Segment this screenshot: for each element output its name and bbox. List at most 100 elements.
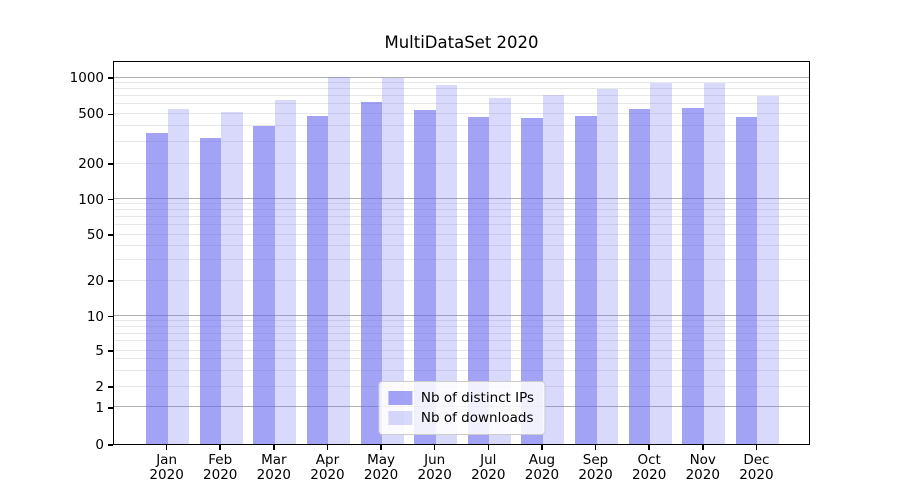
legend-item: Nb of downloads — [387, 408, 534, 428]
x-tick-month: Apr — [315, 452, 340, 468]
y-tick-mark — [108, 113, 113, 116]
y-tick-mark — [108, 280, 113, 282]
gridline — [114, 112, 809, 114]
chart-title: MultiDataSet 2020 — [384, 33, 539, 52]
x-tick-label: Feb 2020 — [188, 453, 252, 483]
x-tick-mark — [594, 445, 597, 450]
x-tick-month: Dec — [743, 452, 770, 468]
x-tick-mark — [219, 445, 221, 450]
gridline — [114, 216, 809, 218]
x-tick-year: 2020 — [363, 467, 399, 483]
x-tick-year: 2020 — [631, 467, 667, 483]
x-tick-year: 2020 — [685, 467, 720, 483]
legend-swatch — [387, 411, 412, 425]
bar-distinct-ips — [575, 115, 597, 444]
x-tick-mark — [648, 445, 650, 450]
legend: Nb of distinct IPs Nb of downloads — [377, 381, 546, 435]
x-tick-label: Aug 2020 — [510, 453, 574, 483]
legend-swatch — [387, 391, 412, 405]
x-tick-year: 2020 — [417, 467, 452, 483]
x-tick-label: Jun 2020 — [403, 453, 467, 483]
gridline — [114, 203, 809, 205]
gridline — [114, 315, 809, 317]
x-tick-mark — [755, 445, 758, 450]
x-tick-month: Jan — [156, 452, 178, 468]
gridline — [114, 326, 809, 328]
bar-downloads — [650, 83, 672, 444]
x-tick-label: Apr 2020 — [295, 453, 359, 483]
bar-downloads — [757, 95, 779, 444]
gridline — [114, 358, 809, 360]
gridline — [114, 209, 809, 211]
x-tick-month: Feb — [208, 452, 233, 468]
gridline — [114, 340, 809, 342]
y-tick-label: 10 — [86, 308, 104, 325]
gridline — [114, 162, 809, 164]
x-tick-label: Mar 2020 — [242, 453, 306, 483]
gridline — [114, 259, 809, 261]
x-tick-mark — [487, 445, 490, 450]
gridline — [114, 369, 809, 371]
x-tick-month: Oct — [637, 452, 661, 468]
bar-distinct-ips — [414, 109, 436, 444]
bar-downloads — [435, 84, 458, 444]
bar-distinct-ips — [253, 126, 275, 444]
x-tick-month: Mar — [261, 452, 287, 468]
x-tick-label: Nov 2020 — [671, 453, 735, 483]
x-tick-month: May — [367, 452, 396, 468]
gridline — [114, 82, 809, 84]
gridline — [114, 103, 809, 105]
y-tick-label: 100 — [78, 191, 104, 208]
y-tick-mark — [108, 77, 113, 79]
bar-downloads — [703, 83, 726, 444]
y-tick-label: 50 — [86, 226, 104, 243]
bar-distinct-ips — [628, 109, 651, 444]
x-tick-month: Nov — [689, 452, 716, 468]
bar-distinct-ips — [682, 107, 704, 444]
y-tick-mark — [108, 163, 113, 165]
y-tick-label: 1 — [95, 399, 104, 416]
y-tick-mark — [108, 407, 113, 409]
gridline — [114, 320, 809, 322]
x-tick-mark — [541, 445, 543, 450]
x-tick-month: Jun — [424, 452, 446, 468]
legend-item-label: Nb of downloads — [420, 410, 534, 426]
x-tick-month: Jul — [480, 452, 497, 468]
x-tick-month: Aug — [528, 452, 556, 468]
x-tick-year: 2020 — [310, 467, 345, 483]
x-tick-label: Jan 2020 — [135, 453, 199, 483]
bar-downloads — [596, 89, 618, 444]
x-tick-mark — [433, 445, 436, 450]
bar-distinct-ips — [467, 117, 490, 444]
bar-distinct-ips — [735, 117, 758, 444]
gridline — [114, 88, 809, 90]
bar-downloads — [382, 78, 404, 444]
gridline — [114, 198, 809, 200]
y-tick-label: 5 — [95, 342, 104, 359]
x-tick-year: 2020 — [524, 467, 560, 483]
x-tick-mark — [165, 445, 168, 450]
x-tick-mark — [326, 445, 329, 450]
x-tick-label: Dec 2020 — [724, 453, 788, 483]
x-tick-mark — [702, 445, 704, 450]
bar-distinct-ips — [360, 102, 383, 444]
gridline — [114, 244, 809, 246]
gridline — [114, 279, 809, 281]
gridline — [114, 124, 809, 126]
y-tick-label: 2 — [95, 379, 104, 396]
bar-downloads — [542, 94, 565, 444]
x-tick-year: 2020 — [739, 467, 774, 483]
gridline — [114, 76, 809, 78]
bar-downloads — [489, 97, 511, 444]
gridline — [114, 224, 809, 226]
y-tick-mark — [108, 350, 113, 352]
bar-downloads — [167, 109, 190, 444]
x-tick-year: 2020 — [149, 467, 184, 483]
gridline — [114, 95, 809, 97]
gridline — [114, 140, 809, 142]
x-tick-label: Jul 2020 — [456, 453, 520, 483]
x-tick-mark — [380, 445, 382, 450]
y-tick-mark — [108, 315, 113, 318]
x-tick-year: 2020 — [256, 467, 292, 483]
